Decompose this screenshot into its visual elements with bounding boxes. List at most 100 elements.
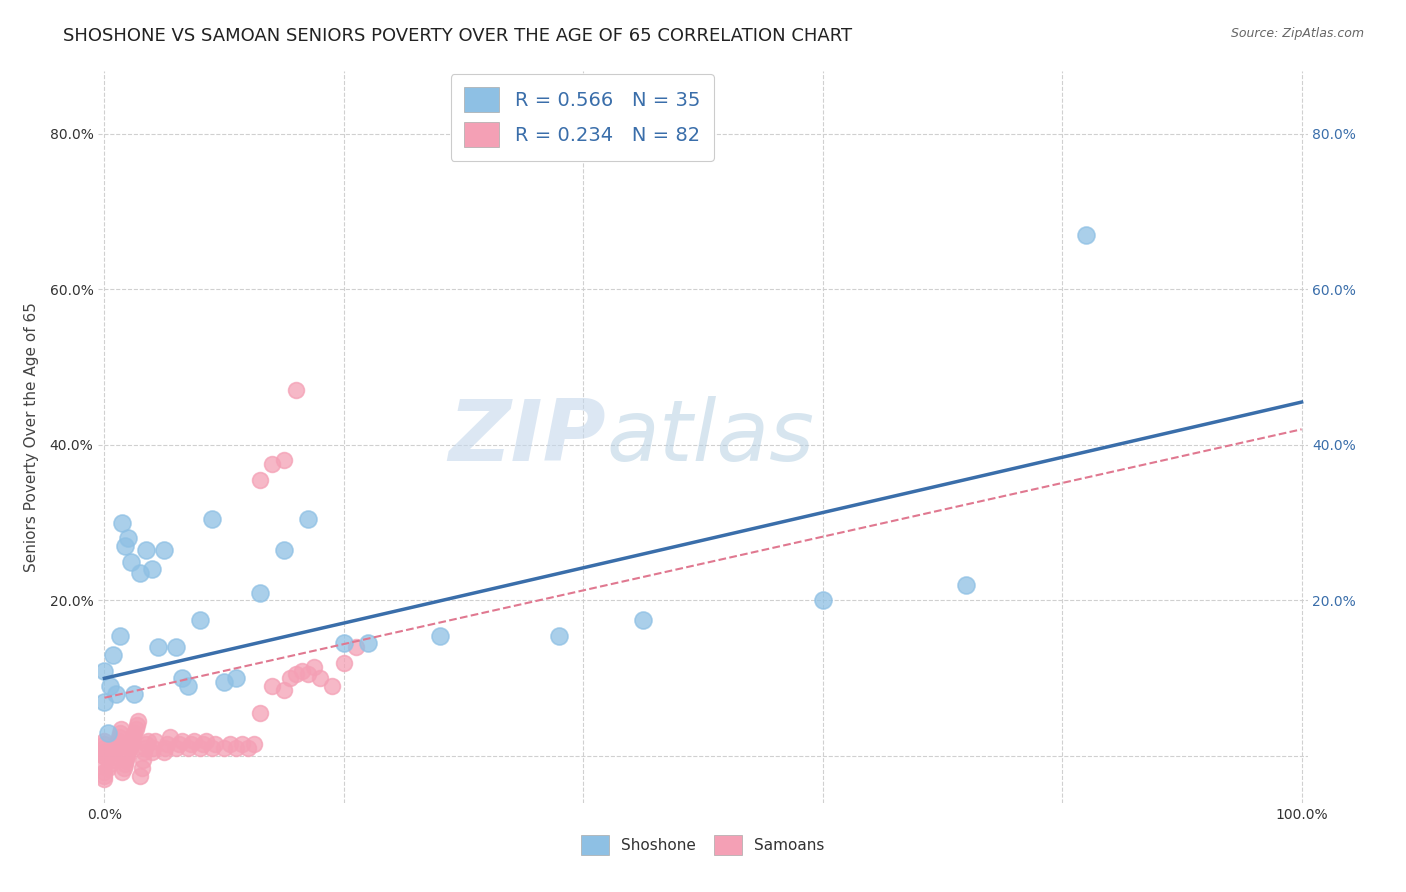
Point [114, 756, 136, 771]
Point [93, 749, 115, 764]
Point [136, 733, 159, 747]
Point [284, 384, 307, 398]
Point [117, 745, 139, 759]
Point [249, 585, 271, 599]
Point [124, 722, 146, 736]
Point [148, 640, 170, 655]
Point [93, 738, 115, 752]
Point [100, 753, 122, 767]
Point [156, 738, 179, 752]
Point [143, 733, 166, 747]
Point [191, 738, 214, 752]
Point [93, 695, 115, 709]
Point [93, 664, 115, 678]
Point [134, 741, 156, 756]
Point [132, 745, 155, 759]
Point [122, 730, 145, 744]
Point [153, 745, 176, 759]
Point [129, 768, 152, 782]
Point [141, 562, 163, 576]
Point [120, 555, 142, 569]
Point [249, 706, 271, 721]
Point [429, 628, 451, 642]
Point [131, 761, 153, 775]
Point [212, 741, 235, 756]
Point [188, 613, 211, 627]
Point [118, 741, 141, 756]
Point [100, 756, 122, 771]
Point [125, 718, 148, 732]
Point [177, 679, 200, 693]
Point [135, 738, 157, 752]
Point [177, 741, 200, 756]
Point [225, 671, 247, 685]
Point [127, 714, 149, 728]
Point [129, 566, 152, 581]
Point [115, 749, 138, 764]
Point [107, 730, 129, 744]
Point [631, 613, 654, 627]
Point [260, 458, 283, 472]
Point [93, 745, 115, 759]
Point [188, 741, 211, 756]
Point [273, 542, 295, 557]
Point [111, 516, 134, 530]
Point [1074, 227, 1097, 242]
Point [93, 772, 115, 787]
Point [333, 656, 356, 670]
Point [103, 745, 125, 759]
Point [309, 671, 332, 685]
Point [225, 741, 247, 756]
Point [167, 738, 190, 752]
Point [101, 749, 124, 764]
Point [101, 648, 124, 662]
Point [97, 761, 120, 775]
Point [344, 640, 367, 655]
Point [236, 741, 259, 756]
Point [93, 756, 115, 771]
Point [273, 453, 295, 467]
Text: Source: ZipAtlas.com: Source: ZipAtlas.com [1230, 27, 1364, 40]
Point [93, 749, 115, 764]
Text: ZIP: ZIP [449, 395, 606, 479]
Point [249, 473, 271, 487]
Point [141, 745, 163, 759]
Point [159, 730, 181, 744]
Point [243, 738, 266, 752]
Point [114, 539, 136, 553]
Point [302, 659, 325, 673]
Point [105, 687, 128, 701]
Point [104, 741, 127, 756]
Point [120, 738, 142, 752]
Point [111, 764, 134, 779]
Point [124, 687, 146, 701]
Point [115, 753, 138, 767]
Point [124, 725, 146, 739]
Point [284, 667, 307, 681]
Text: SHOSHONE VS SAMOAN SENIORS POVERTY OVER THE AGE OF 65 CORRELATION CHART: SHOSHONE VS SAMOAN SENIORS POVERTY OVER … [63, 27, 852, 45]
Point [142, 741, 165, 756]
Point [108, 628, 131, 642]
Point [93, 768, 115, 782]
Point [219, 738, 242, 752]
Point [110, 722, 132, 736]
Point [93, 764, 115, 779]
Point [121, 733, 143, 747]
Point [278, 671, 301, 685]
Point [231, 738, 253, 752]
Point [155, 741, 177, 756]
Point [180, 738, 202, 752]
Point [548, 628, 571, 642]
Point [165, 741, 187, 756]
Y-axis label: Seniors Poverty Over the Age of 65: Seniors Poverty Over the Age of 65 [24, 302, 38, 572]
Point [297, 667, 319, 681]
Point [201, 741, 224, 756]
Point [135, 542, 157, 557]
Point [107, 733, 129, 747]
Point [357, 636, 380, 650]
Point [100, 679, 122, 693]
Point [112, 761, 135, 775]
Point [93, 733, 115, 747]
Point [321, 679, 343, 693]
Point [333, 636, 356, 650]
